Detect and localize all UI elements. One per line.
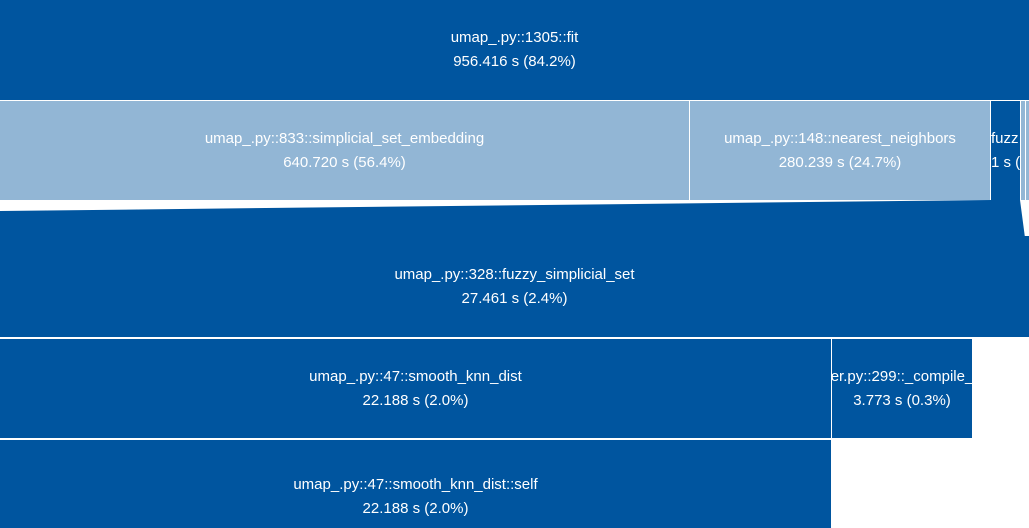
frame-time: 956.416 s (84.2%) xyxy=(453,53,576,70)
frame-compile[interactable]: er.py::299::_compile_ 3.773 s (0.3%) xyxy=(832,339,972,438)
frame-smooth-knn-dist-self[interactable]: umap_.py::47::smooth_knn_dist::self 22.1… xyxy=(0,440,831,528)
frame-fuzzy-simplicial-set[interactable]: umap_.py::328::fuzzy_simplicial_set 27.4… xyxy=(0,236,1029,337)
frame-smooth-knn-dist[interactable]: umap_.py::47::smooth_knn_dist 22.188 s (… xyxy=(0,339,831,438)
frame-name: umap_.py::833::simplicial_set_embedding xyxy=(204,129,485,147)
frame-nearest-neighbors[interactable]: umap_.py::148::nearest_neighbors 280.239… xyxy=(690,101,990,200)
frame-time: 22.188 s (2.0%) xyxy=(362,391,469,409)
frame-time: 640.720 s (56.4%) xyxy=(283,153,406,171)
frame-time: 3.773 s (0.3%) xyxy=(853,391,951,409)
frame-time: 280.239 s (24.7%) xyxy=(778,153,902,171)
frame-name: fuzz xyxy=(991,129,1019,147)
frame-name: umap_.py::1305::fit xyxy=(450,29,579,46)
frame-fit[interactable]: umap_.py::1305::fit 956.416 s (84.2%) xyxy=(0,0,1029,100)
frame-fuzzy-simplicial-set-narrow[interactable]: fuzz 1 s ( xyxy=(991,101,1020,200)
frame-name: umap_.py::47::smooth_knn_dist xyxy=(309,367,522,385)
frame-name: umap_.py::148::nearest_neighbors xyxy=(724,129,956,147)
frame-time: 22.188 s (2.0%) xyxy=(362,500,469,517)
frame-simplicial-set-embedding[interactable]: umap_.py::833::simplicial_set_embedding … xyxy=(0,101,689,200)
frame-time: 27.461 s (2.4%) xyxy=(461,289,568,307)
frame-name: umap_.py::47::smooth_knn_dist::self xyxy=(293,476,538,493)
frame-name: umap_.py::328::fuzzy_simplicial_set xyxy=(394,265,635,283)
frame-tiny-sliver[interactable] xyxy=(1021,101,1025,200)
frame-name: er.py::299::_compile_ xyxy=(832,367,972,385)
frame-time: 1 s ( xyxy=(991,153,1020,171)
frame-tiny-sliver[interactable] xyxy=(1026,101,1029,200)
